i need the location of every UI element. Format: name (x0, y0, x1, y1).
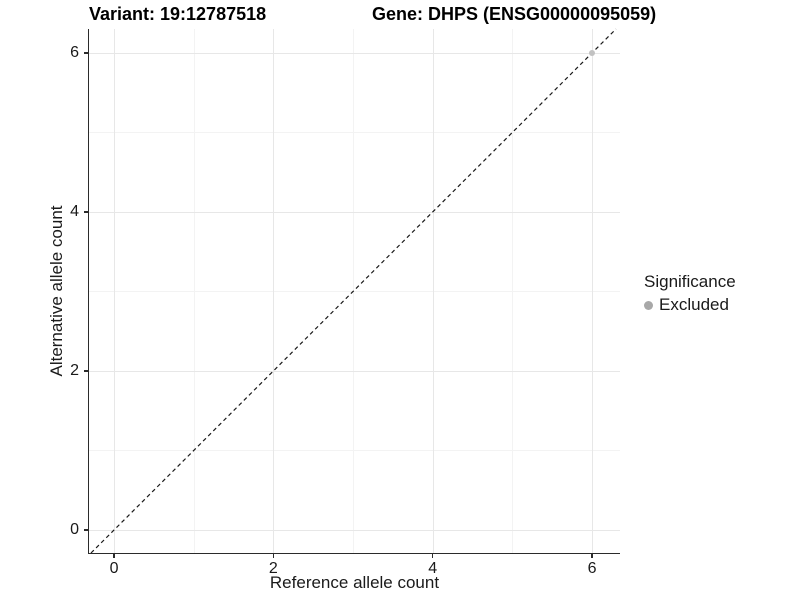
legend-item-label: Excluded (659, 295, 729, 314)
x-tick-label: 0 (109, 560, 119, 577)
y-major-gridline (89, 530, 620, 532)
y-minor-gridline (89, 450, 620, 452)
variant-title: Variant: 19:12787518 (89, 4, 267, 24)
y-tick-mark (84, 211, 88, 213)
x-tick-label: 6 (587, 560, 597, 577)
legend-key-dot (644, 300, 653, 310)
legend: Significance Excluded (644, 272, 736, 315)
y-axis-title: Alternative allele count (47, 205, 66, 377)
y-major-gridline (89, 52, 620, 54)
y-axis-line (88, 29, 90, 554)
y-major-gridline (89, 211, 620, 213)
x-major-gridline (592, 29, 594, 553)
plot-panel: 0 2 4 6 0 2 4 6 (70, 28, 620, 577)
x-tick-mark (432, 554, 434, 558)
legend-item-excluded: Excluded (644, 295, 736, 315)
x-major-gridline (273, 29, 275, 553)
data-point (589, 49, 596, 56)
x-tick-label: 4 (428, 560, 438, 577)
x-major-gridline (432, 29, 434, 553)
y-tick-mark (84, 529, 88, 531)
x-minor-gridline (193, 29, 195, 553)
x-axis-title: Reference allele count (269, 573, 440, 592)
x-tick-mark (591, 554, 593, 558)
x-major-gridline (114, 29, 116, 553)
y-tick-label: 4 (70, 202, 79, 220)
x-tick-label: 2 (268, 560, 278, 577)
x-tick-mark (113, 554, 115, 558)
y-minor-gridline (89, 132, 620, 134)
identity-line (90, 28, 617, 554)
y-tick-label: 6 (70, 43, 79, 61)
y-minor-gridline (89, 291, 620, 293)
x-tick-mark (272, 554, 275, 558)
y-tick-label: 0 (70, 521, 79, 539)
x-minor-gridline (512, 29, 514, 553)
gene-title: Gene: DHPS (ENSG00000095059) (372, 4, 657, 24)
legend-title: Significance (644, 272, 736, 291)
x-axis-line (88, 552, 620, 554)
y-tick-mark (84, 370, 88, 372)
y-tick-mark (84, 52, 88, 54)
y-major-gridline (89, 370, 620, 372)
y-tick-label: 2 (70, 361, 79, 379)
